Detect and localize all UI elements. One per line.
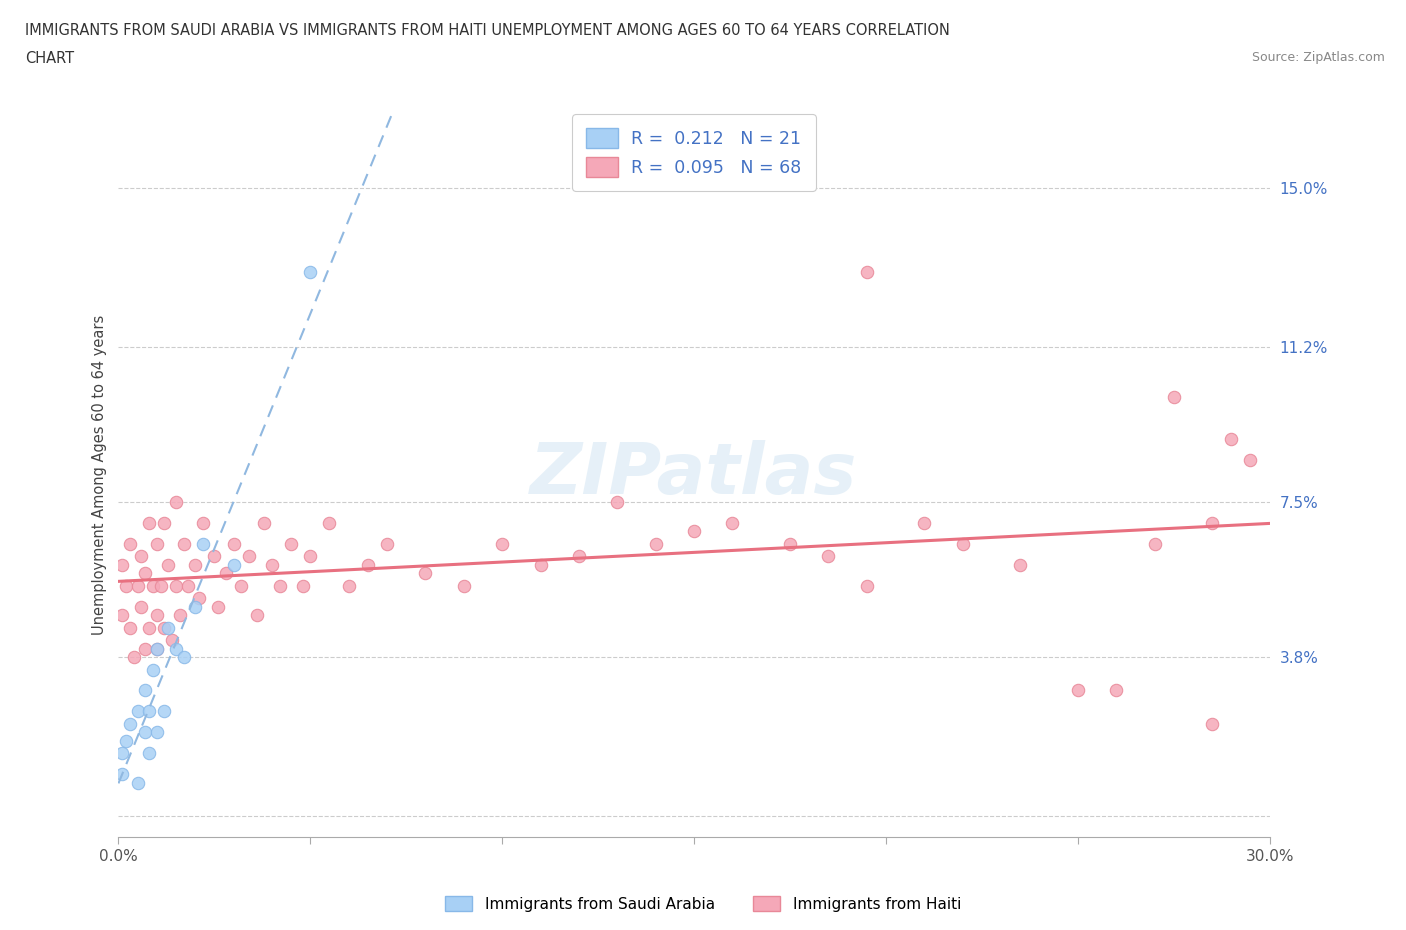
Point	[146, 607, 169, 622]
Point	[165, 495, 187, 510]
Point	[153, 620, 176, 635]
Point	[606, 495, 628, 510]
Point	[337, 578, 360, 593]
Point	[127, 704, 149, 719]
Point	[165, 641, 187, 656]
Point	[118, 620, 141, 635]
Point	[207, 599, 229, 614]
Point	[245, 607, 267, 622]
Point	[118, 716, 141, 731]
Point	[138, 515, 160, 530]
Point	[222, 537, 245, 551]
Point	[111, 746, 134, 761]
Point	[138, 620, 160, 635]
Point	[817, 549, 839, 564]
Point	[191, 515, 214, 530]
Point	[683, 524, 706, 538]
Point	[146, 641, 169, 656]
Point	[111, 767, 134, 782]
Point	[855, 578, 877, 593]
Point	[318, 515, 340, 530]
Point	[138, 746, 160, 761]
Point	[291, 578, 314, 593]
Point	[160, 632, 183, 647]
Point	[1010, 557, 1032, 572]
Point	[1220, 432, 1243, 446]
Point	[134, 724, 156, 739]
Point	[1105, 683, 1128, 698]
Point	[142, 578, 165, 593]
Point	[299, 264, 322, 279]
Point	[134, 683, 156, 698]
Point	[855, 264, 877, 279]
Point	[299, 549, 322, 564]
Point	[644, 537, 666, 551]
Point	[415, 565, 437, 580]
Point	[779, 537, 801, 551]
Point	[1201, 515, 1223, 530]
Point	[238, 549, 260, 564]
Point	[157, 557, 180, 572]
Point	[127, 578, 149, 593]
Point	[176, 578, 198, 593]
Point	[269, 578, 291, 593]
Point	[202, 549, 225, 564]
Point	[1067, 683, 1090, 698]
Point	[115, 578, 138, 593]
Point	[952, 537, 974, 551]
Point	[1239, 453, 1261, 468]
Point	[260, 557, 283, 572]
Point	[127, 776, 149, 790]
Point	[912, 515, 935, 530]
Point	[453, 578, 475, 593]
Point	[146, 724, 169, 739]
Point	[191, 537, 214, 551]
Point	[111, 607, 134, 622]
Point	[215, 565, 238, 580]
Point	[1163, 390, 1185, 405]
Text: CHART: CHART	[25, 51, 75, 66]
Point	[146, 641, 169, 656]
Point	[131, 599, 153, 614]
Point	[149, 578, 172, 593]
Point	[357, 557, 380, 572]
Point	[131, 549, 153, 564]
Point	[146, 537, 169, 551]
Point	[491, 537, 513, 551]
Point	[375, 537, 398, 551]
Point	[1143, 537, 1166, 551]
Point	[122, 649, 145, 664]
Y-axis label: Unemployment Among Ages 60 to 64 years: Unemployment Among Ages 60 to 64 years	[93, 314, 107, 635]
Point	[568, 549, 591, 564]
Point	[134, 641, 156, 656]
Point	[253, 515, 276, 530]
Point	[222, 557, 245, 572]
Point	[188, 591, 211, 605]
Point	[153, 515, 176, 530]
Point	[134, 565, 156, 580]
Point	[153, 704, 176, 719]
Point	[231, 578, 253, 593]
Point	[115, 733, 138, 748]
Point	[173, 537, 195, 551]
Legend: R =  0.212   N = 21, R =  0.095   N = 68: R = 0.212 N = 21, R = 0.095 N = 68	[572, 114, 815, 191]
Point	[184, 599, 207, 614]
Legend: Immigrants from Saudi Arabia, Immigrants from Haiti: Immigrants from Saudi Arabia, Immigrants…	[439, 889, 967, 918]
Point	[118, 537, 141, 551]
Text: IMMIGRANTS FROM SAUDI ARABIA VS IMMIGRANTS FROM HAITI UNEMPLOYMENT AMONG AGES 60: IMMIGRANTS FROM SAUDI ARABIA VS IMMIGRAN…	[25, 23, 950, 38]
Point	[165, 578, 187, 593]
Point	[142, 662, 165, 677]
Point	[1201, 716, 1223, 731]
Point	[280, 537, 302, 551]
Point	[721, 515, 744, 530]
Point	[173, 649, 195, 664]
Text: ZIPatlas: ZIPatlas	[530, 440, 858, 510]
Point	[529, 557, 551, 572]
Point	[157, 620, 180, 635]
Point	[111, 557, 134, 572]
Point	[184, 557, 207, 572]
Text: Source: ZipAtlas.com: Source: ZipAtlas.com	[1251, 51, 1385, 64]
Point	[169, 607, 191, 622]
Point	[138, 704, 160, 719]
